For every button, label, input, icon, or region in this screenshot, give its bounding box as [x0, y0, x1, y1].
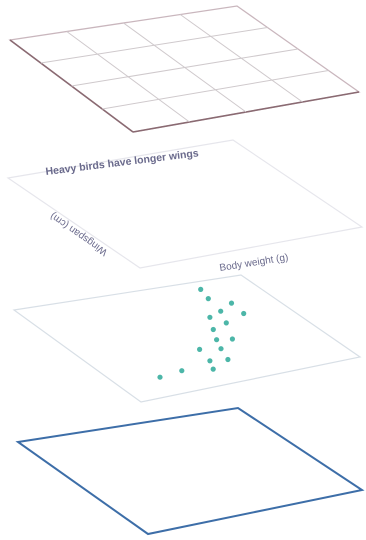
scatter-point: [210, 326, 216, 333]
scatter-point: [229, 336, 235, 342]
scatter-point: [179, 368, 185, 374]
labels-layer: Heavy birds have longer wings Wingspan (…: [6, 139, 364, 274]
grid-line-col: [123, 22, 247, 113]
scatter-point: [228, 300, 235, 306]
grid-layer-outline: [8, 5, 361, 133]
grid-line-col: [179, 14, 303, 103]
marks-layer-outline: [12, 274, 362, 403]
scatter-point: [241, 310, 247, 317]
scatter-point: [225, 356, 231, 363]
scatter-point: [198, 286, 204, 292]
marks-layer: [12, 274, 362, 403]
scatter-point: [207, 358, 213, 364]
scatter-point: [223, 320, 229, 326]
scatter-point: [207, 314, 213, 320]
frame-layer: [15, 406, 365, 536]
grid-layer: [8, 5, 361, 133]
chart-title: Heavy birds have longer wings: [45, 147, 200, 178]
scatter-point: [210, 366, 216, 372]
frame-layer-outline: [15, 406, 365, 536]
scatter-point: [157, 374, 163, 380]
labels-layer-outline: [6, 139, 364, 269]
scatter-point: [218, 308, 224, 314]
scatter-point: [205, 296, 211, 302]
x-axis-label: Body weight (g): [219, 252, 289, 274]
y-axis-label: Wingspan (cm): [48, 210, 109, 258]
scatter-point: [197, 346, 203, 352]
scatter-point: [214, 337, 220, 343]
scatter-points: [157, 286, 247, 380]
grid-lines: [40, 14, 329, 123]
scatter-point: [218, 346, 224, 352]
grid-line-row: [102, 70, 329, 110]
